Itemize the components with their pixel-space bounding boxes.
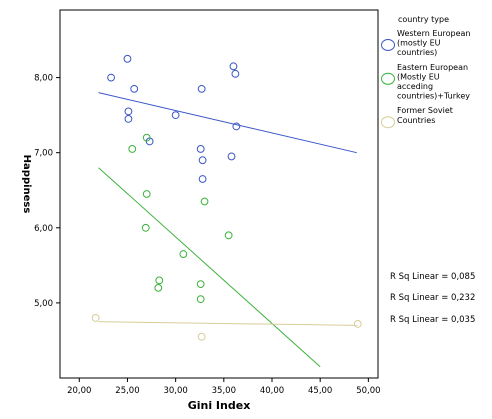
data-point-s1-8 [154,283,163,292]
plot-frame [59,9,379,379]
x-tick-label-3: 35,00 [212,386,236,396]
x-tick-label-1: 25,00 [115,386,139,396]
fit-line-series-2 [98,321,357,326]
axis-layer: 20,00 25,00 30,00 35,00 40,00 45,00 50,00 5,00 6… [21,74,381,412]
data-point-s1-3 [200,197,209,206]
data-point-s1-7 [155,276,164,285]
legend-label-1-0: Eastern European [397,63,468,72]
data-point-s0-12 [198,156,207,165]
y-axis-title: Happiness [21,155,32,214]
legend-label-0-1: (mostly EU [397,39,441,48]
data-point-s0-14 [198,175,207,183]
data-point-s1-1 [128,145,137,153]
data-point-s1-5 [224,231,233,240]
legend-label-0-2: countries) [397,48,437,57]
data-point-s1-4 [141,223,150,232]
data-point-s0-3 [124,107,133,116]
data-point-s1-2 [142,190,151,198]
data-point-s2-0 [91,314,100,322]
plot-layer [59,9,379,379]
data-point-s0-4 [124,114,133,123]
fit-line-series-0 [98,92,357,154]
legend-label-1-2: acceding [397,82,433,91]
legend-marker-0 [381,39,395,51]
x-tick-label-5: 45,00 [308,386,332,396]
r-squared-label-0: R Sq Linear = 0,085 [390,272,475,282]
y-tick-label-3: 8,00 [34,74,53,84]
data-point-s0-6 [197,84,206,93]
x-tick-label-4: 40,00 [260,386,284,396]
data-point-s0-1 [107,73,115,82]
legend-label-0-0: Western European [397,29,470,38]
legend-label-2-0: Former Soviet [397,106,453,115]
data-point-s0-8 [231,69,240,78]
legend-marker-1 [381,72,395,85]
legend-label-1-1: (Mostly EU [397,72,440,81]
r-squared-label-2: R Sq Linear = 0,035 [390,315,475,325]
data-point-s0-0 [123,54,132,63]
data-point-s0-2 [130,84,139,93]
r-squared-label-1: R Sq Linear = 0,232 [390,293,475,303]
data-point-s0-5 [171,111,180,120]
data-point-s2-1 [353,320,362,328]
data-point-s1-0 [142,133,151,142]
data-point-s0-9 [232,122,241,131]
y-tick-label-2: 7,00 [34,149,53,159]
y-tick-label-0: 5,00 [34,299,53,309]
data-point-s1-10 [196,295,205,304]
y-tick-label-1: 6,00 [34,224,53,234]
r-squared-annotations: R Sq Linear = 0,085 R Sq Linear = 0,232 R … [390,272,475,325]
legend-label-1-3: countries)+Turkey [397,92,470,101]
x-axis-title: Gini Index [188,399,251,412]
legend-label-2-1: Countries [397,116,435,125]
fit-line-series-1 [98,167,321,368]
data-point-s1-6 [179,250,188,258]
x-tick-label-2: 30,00 [163,386,187,396]
data-point-s1-9 [196,280,205,289]
x-tick-label-6: 50,00 [356,386,380,396]
data-point-s2-2 [197,332,206,341]
legend-title: country type [398,15,449,24]
x-tick-label-0: 20,00 [67,386,91,396]
data-point-s0-7 [229,62,238,71]
data-point-s0-13 [227,152,236,161]
legend-marker-2 [381,116,395,129]
data-point-s0-11 [196,145,205,153]
